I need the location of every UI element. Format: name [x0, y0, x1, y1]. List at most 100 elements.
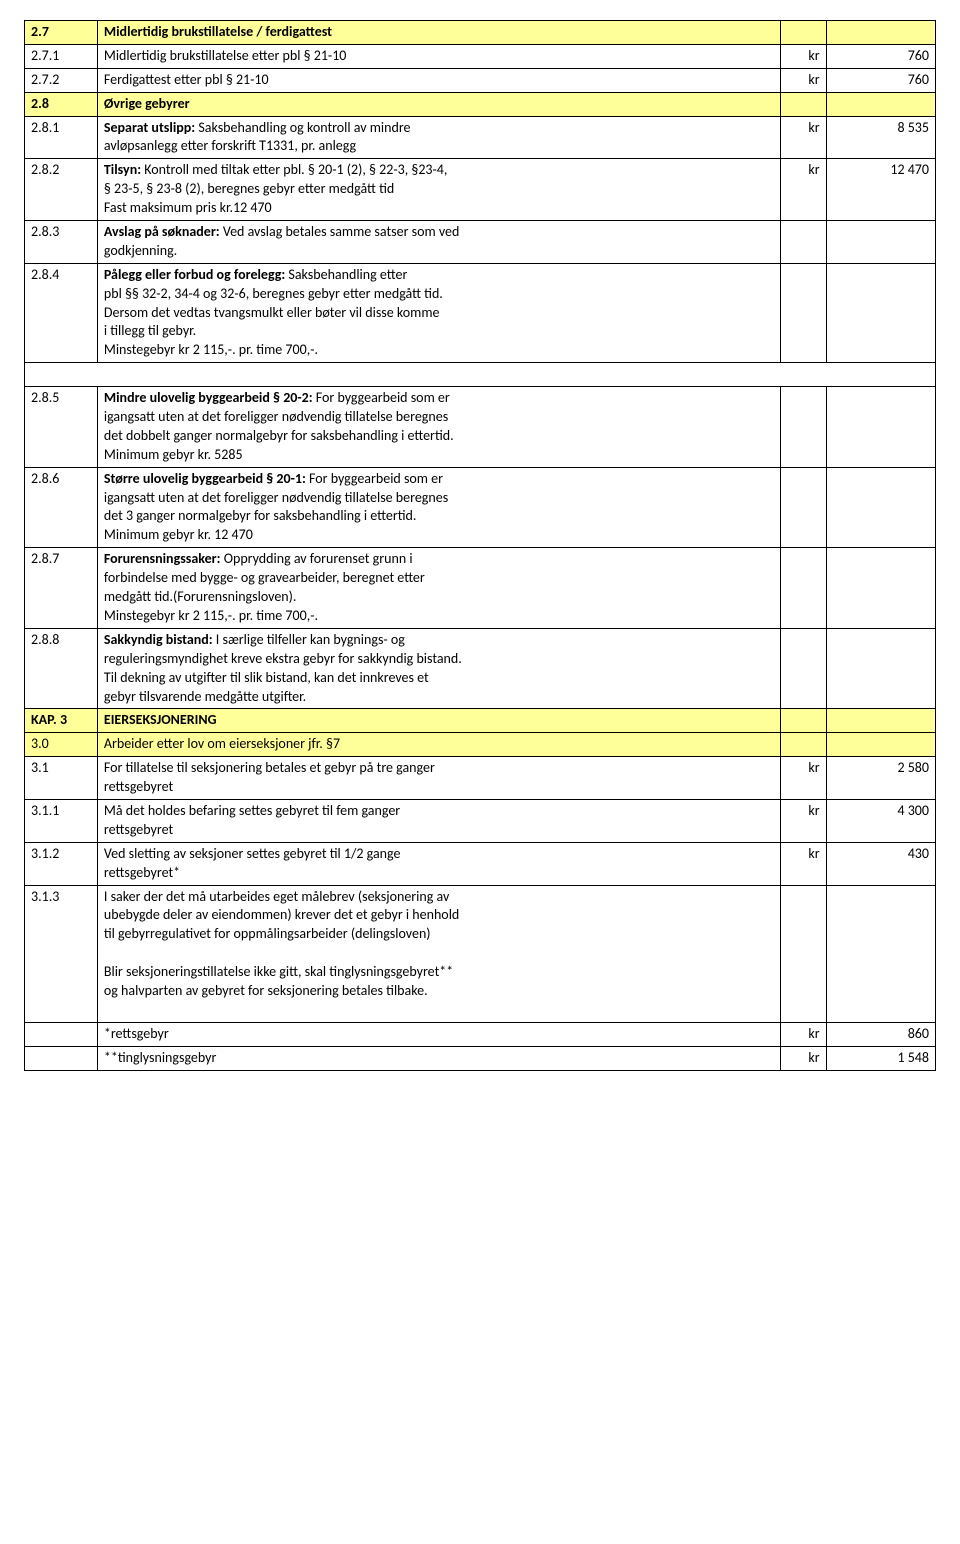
row-desc: *rettsgebyr	[97, 1022, 780, 1046]
table-row: KAP. 3EIERSEKSJONERING	[25, 709, 936, 733]
row-id: 2.7.2	[25, 68, 98, 92]
row-desc: Tilsyn: Kontroll med tiltak etter pbl. §…	[97, 159, 780, 221]
row-id: 2.8.7	[25, 548, 98, 629]
table-row: 3.1.2Ved sletting av seksjoner settes ge…	[25, 842, 936, 885]
row-id: 2.8.5	[25, 387, 98, 468]
row-value	[826, 387, 935, 468]
row-id: 2.8	[25, 92, 98, 116]
row-currency	[781, 628, 827, 709]
row-desc: Mindre ulovelig byggearbeid § 20-2: For …	[97, 387, 780, 468]
row-desc: **tinglysningsgebyr	[97, 1046, 780, 1070]
row-desc: Forurensningssaker: Opprydding av forure…	[97, 548, 780, 629]
table-row: 2.8.1Separat utslipp: Saksbehandling og …	[25, 116, 936, 159]
table-row: 2.7Midlertidig brukstillatelse / ferdiga…	[25, 21, 936, 45]
row-currency: kr	[781, 68, 827, 92]
table-row: 2.8.8Sakkyndig bistand: I særlige tilfel…	[25, 628, 936, 709]
row-value: 760	[826, 68, 935, 92]
row-value	[826, 885, 935, 1022]
row-desc: Større ulovelig byggearbeid § 20-1: For …	[97, 467, 780, 548]
table-row: 2.8.7Forurensningssaker: Opprydding av f…	[25, 548, 936, 629]
row-desc: Midlertidig brukstillatelse etter pbl § …	[97, 44, 780, 68]
row-id: 3.1.3	[25, 885, 98, 1022]
table-row: 2.7.1Midlertidig brukstillatelse etter p…	[25, 44, 936, 68]
row-value	[826, 92, 935, 116]
row-currency: kr	[781, 44, 827, 68]
table-row: 2.8.4Pålegg eller forbud og forelegg: Sa…	[25, 263, 936, 362]
spacer-row	[25, 363, 936, 387]
row-value: 12 470	[826, 159, 935, 221]
row-value: 430	[826, 842, 935, 885]
row-desc: Arbeider etter lov om eierseksjoner jfr.…	[97, 733, 780, 757]
row-id: KAP. 3	[25, 709, 98, 733]
row-value	[826, 221, 935, 264]
row-value: 4 300	[826, 799, 935, 842]
row-id: 2.8.4	[25, 263, 98, 362]
row-id: 3.1.2	[25, 842, 98, 885]
row-currency	[781, 221, 827, 264]
table-row: 2.7.2Ferdigattest etter pbl § 21-10kr760	[25, 68, 936, 92]
row-currency	[781, 92, 827, 116]
row-id: 3.0	[25, 733, 98, 757]
row-currency: kr	[781, 1022, 827, 1046]
row-id: 3.1	[25, 757, 98, 800]
row-desc: Midlertidig brukstillatelse / ferdigatte…	[97, 21, 780, 45]
row-value	[826, 733, 935, 757]
row-currency	[781, 263, 827, 362]
row-currency: kr	[781, 159, 827, 221]
row-desc: I saker der det må utarbeides eget måleb…	[97, 885, 780, 1022]
row-currency	[781, 548, 827, 629]
row-currency	[781, 733, 827, 757]
row-value	[826, 709, 935, 733]
row-id: 2.7	[25, 21, 98, 45]
row-currency	[781, 21, 827, 45]
row-id: 2.8.1	[25, 116, 98, 159]
row-value	[826, 628, 935, 709]
table-row: 3.1.3I saker der det må utarbeides eget …	[25, 885, 936, 1022]
table-row: 3.0Arbeider etter lov om eierseksjoner j…	[25, 733, 936, 757]
row-currency	[781, 885, 827, 1022]
row-value: 1 548	[826, 1046, 935, 1070]
row-desc: Ved sletting av seksjoner settes gebyret…	[97, 842, 780, 885]
row-desc: Må det holdes befaring settes gebyret ti…	[97, 799, 780, 842]
row-id: 2.7.1	[25, 44, 98, 68]
row-currency: kr	[781, 799, 827, 842]
row-value: 860	[826, 1022, 935, 1046]
row-currency	[781, 709, 827, 733]
row-currency: kr	[781, 1046, 827, 1070]
table-row: **tinglysningsgebyrkr1 548	[25, 1046, 936, 1070]
table-row: 2.8.5Mindre ulovelig byggearbeid § 20-2:…	[25, 387, 936, 468]
table-row: 2.8.6Større ulovelig byggearbeid § 20-1:…	[25, 467, 936, 548]
row-desc: Pålegg eller forbud og forelegg: Saksbeh…	[97, 263, 780, 362]
row-value: 760	[826, 44, 935, 68]
row-id	[25, 1022, 98, 1046]
row-currency: kr	[781, 116, 827, 159]
row-id: 3.1.1	[25, 799, 98, 842]
table-row: 2.8.3Avslag på søknader: Ved avslag beta…	[25, 221, 936, 264]
row-desc: Avslag på søknader: Ved avslag betales s…	[97, 221, 780, 264]
row-id	[25, 1046, 98, 1070]
row-value: 2 580	[826, 757, 935, 800]
row-id: 2.8.8	[25, 628, 98, 709]
row-currency: kr	[781, 757, 827, 800]
row-id: 2.8.3	[25, 221, 98, 264]
row-value: 8 535	[826, 116, 935, 159]
row-desc: Ferdigattest etter pbl § 21-10	[97, 68, 780, 92]
row-currency	[781, 387, 827, 468]
row-currency: kr	[781, 842, 827, 885]
table-row: 2.8.2Tilsyn: Kontroll med tiltak etter p…	[25, 159, 936, 221]
table-row: *rettsgebyrkr860	[25, 1022, 936, 1046]
table-row: 2.8Øvrige gebyrer	[25, 92, 936, 116]
row-id: 2.8.6	[25, 467, 98, 548]
row-desc: Sakkyndig bistand: I særlige tilfeller k…	[97, 628, 780, 709]
row-desc: EIERSEKSJONERING	[97, 709, 780, 733]
table-row: 3.1For tillatelse til seksjonering betal…	[25, 757, 936, 800]
row-value	[826, 263, 935, 362]
row-currency	[781, 467, 827, 548]
table-row: 3.1.1Må det holdes befaring settes gebyr…	[25, 799, 936, 842]
row-desc: Øvrige gebyrer	[97, 92, 780, 116]
row-value	[826, 467, 935, 548]
row-desc: For tillatelse til seksjonering betales …	[97, 757, 780, 800]
row-id: 2.8.2	[25, 159, 98, 221]
row-value	[826, 21, 935, 45]
row-desc: Separat utslipp: Saksbehandling og kontr…	[97, 116, 780, 159]
